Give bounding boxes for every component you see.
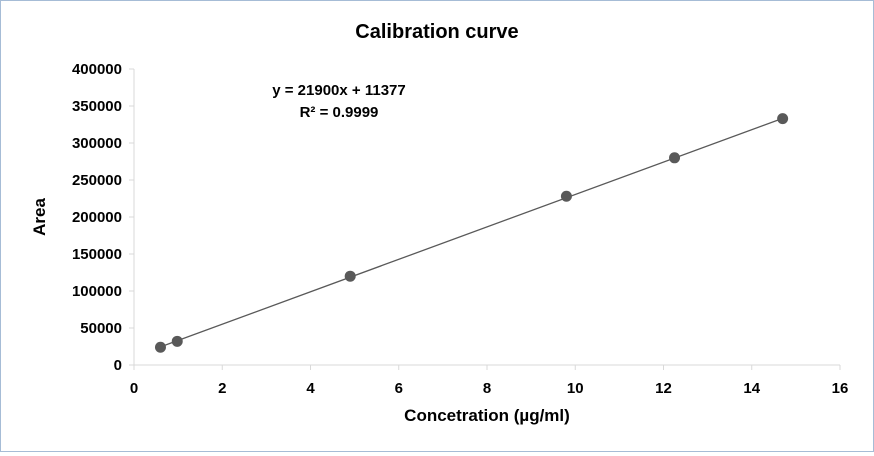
y-tick-label: 150000	[72, 246, 122, 263]
y-tick-label: 50000	[80, 320, 122, 337]
trendline	[160, 117, 783, 348]
trendline-r-squared: R² = 0.9999	[300, 104, 379, 121]
x-axis-title: Concetration (µg/ml)	[404, 406, 570, 425]
data-points	[154, 113, 789, 353]
y-axis-title: Area	[30, 198, 49, 236]
y-tick-label: 0	[114, 357, 122, 374]
x-tick-label: 4	[306, 380, 315, 397]
x-tick-label: 12	[655, 380, 672, 397]
trendline-layer	[160, 117, 783, 348]
data-point	[777, 113, 789, 125]
chart-title: Calibration curve	[355, 21, 518, 43]
data-point	[344, 270, 356, 282]
x-tick-label: 10	[567, 380, 584, 397]
data-point	[669, 152, 681, 164]
y-tick-label: 250000	[72, 172, 122, 189]
data-point	[154, 341, 166, 353]
x-tick-label: 8	[483, 380, 491, 397]
y-tick-label: 300000	[72, 135, 122, 152]
x-tick-label: 14	[743, 380, 760, 397]
y-tick-label: 200000	[72, 209, 122, 226]
y-tick-label: 400000	[72, 61, 122, 78]
y-tick-label: 100000	[72, 283, 122, 300]
x-tick-label: 6	[395, 380, 403, 397]
data-point	[560, 190, 572, 202]
x-tick-label: 0	[130, 380, 138, 397]
data-point	[171, 335, 183, 347]
y-tick-label: 350000	[72, 98, 122, 115]
x-tick-label: 16	[832, 380, 849, 397]
axes: 0 2 4 6 8 10 12 14 16 0 50000 100000 150000 200000 250…	[72, 61, 848, 397]
x-tick-label: 2	[218, 380, 226, 397]
trendline-equation: y = 21900x + 11377	[272, 82, 405, 99]
